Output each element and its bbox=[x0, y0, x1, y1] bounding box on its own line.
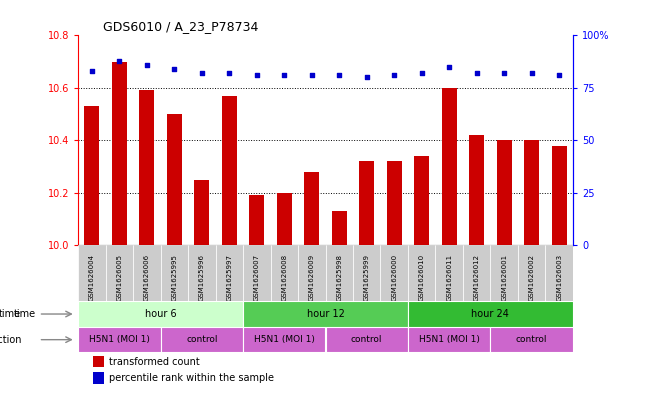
Bar bbox=[490, 327, 573, 353]
Text: percentile rank within the sample: percentile rank within the sample bbox=[109, 373, 274, 383]
Point bbox=[554, 72, 564, 78]
Text: GSM1625999: GSM1625999 bbox=[364, 253, 370, 301]
Text: time: time bbox=[0, 309, 21, 319]
Bar bbox=[387, 161, 402, 245]
Bar bbox=[161, 327, 243, 353]
Bar bbox=[441, 88, 457, 245]
Bar bbox=[408, 245, 436, 301]
Bar bbox=[490, 245, 518, 301]
Bar bbox=[194, 180, 210, 245]
Text: GDS6010 / A_23_P78734: GDS6010 / A_23_P78734 bbox=[103, 20, 258, 33]
Text: GSM1625996: GSM1625996 bbox=[199, 253, 205, 301]
Text: GSM1626006: GSM1626006 bbox=[144, 253, 150, 301]
Text: hour 24: hour 24 bbox=[471, 309, 509, 319]
Bar bbox=[161, 245, 188, 301]
Text: hour 12: hour 12 bbox=[307, 309, 344, 319]
Bar bbox=[78, 327, 161, 353]
Bar bbox=[469, 135, 484, 245]
Point bbox=[142, 62, 152, 68]
Bar bbox=[243, 327, 326, 353]
Bar bbox=[551, 145, 566, 245]
Point bbox=[87, 68, 97, 74]
Text: GSM1626010: GSM1626010 bbox=[419, 253, 424, 301]
Text: GSM1626003: GSM1626003 bbox=[556, 253, 562, 301]
Bar bbox=[353, 245, 380, 301]
Bar bbox=[243, 245, 271, 301]
Bar bbox=[112, 62, 127, 245]
Text: GSM1626002: GSM1626002 bbox=[529, 253, 534, 301]
Point bbox=[361, 74, 372, 81]
Text: GSM1626011: GSM1626011 bbox=[446, 253, 452, 301]
Text: control: control bbox=[351, 335, 383, 344]
Text: control: control bbox=[516, 335, 547, 344]
Bar bbox=[546, 245, 573, 301]
Text: GSM1626012: GSM1626012 bbox=[474, 253, 480, 301]
Bar bbox=[93, 372, 104, 384]
Bar bbox=[408, 327, 490, 353]
Bar bbox=[463, 245, 490, 301]
Bar bbox=[215, 245, 243, 301]
Point bbox=[279, 72, 290, 78]
Bar bbox=[188, 245, 215, 301]
Bar bbox=[222, 96, 237, 245]
Bar bbox=[249, 195, 264, 245]
Text: GSM1626000: GSM1626000 bbox=[391, 253, 397, 301]
Bar bbox=[139, 90, 154, 245]
Point bbox=[389, 72, 400, 78]
Bar bbox=[414, 156, 429, 245]
Bar bbox=[105, 245, 133, 301]
Text: time: time bbox=[14, 309, 36, 319]
Text: GSM1626007: GSM1626007 bbox=[254, 253, 260, 301]
Bar bbox=[436, 245, 463, 301]
Bar bbox=[243, 301, 408, 327]
Text: infection: infection bbox=[0, 335, 21, 345]
Bar bbox=[93, 356, 104, 367]
Bar bbox=[78, 301, 243, 327]
Bar bbox=[380, 245, 408, 301]
Text: H5N1 (MOI 1): H5N1 (MOI 1) bbox=[254, 335, 314, 344]
Bar bbox=[84, 106, 100, 245]
Text: control: control bbox=[186, 335, 217, 344]
Point bbox=[334, 72, 344, 78]
Point bbox=[114, 57, 124, 64]
Bar bbox=[326, 245, 353, 301]
Text: GSM1625998: GSM1625998 bbox=[337, 253, 342, 301]
Bar bbox=[167, 114, 182, 245]
Point bbox=[527, 70, 537, 76]
Text: GSM1626005: GSM1626005 bbox=[117, 253, 122, 301]
Bar bbox=[78, 245, 105, 301]
Text: GSM1625995: GSM1625995 bbox=[171, 253, 177, 301]
Point bbox=[499, 70, 509, 76]
Point bbox=[197, 70, 207, 76]
Text: H5N1 (MOI 1): H5N1 (MOI 1) bbox=[419, 335, 480, 344]
Text: GSM1625997: GSM1625997 bbox=[227, 253, 232, 301]
Point bbox=[444, 64, 454, 70]
Text: H5N1 (MOI 1): H5N1 (MOI 1) bbox=[89, 335, 150, 344]
Bar bbox=[133, 245, 161, 301]
Text: GSM1626008: GSM1626008 bbox=[281, 253, 287, 301]
Point bbox=[417, 70, 427, 76]
Point bbox=[251, 72, 262, 78]
Bar bbox=[277, 193, 292, 245]
Text: hour 6: hour 6 bbox=[145, 309, 176, 319]
Bar bbox=[298, 245, 326, 301]
Text: GSM1626004: GSM1626004 bbox=[89, 253, 95, 301]
Point bbox=[471, 70, 482, 76]
Bar bbox=[331, 211, 347, 245]
Point bbox=[224, 70, 234, 76]
Bar bbox=[408, 301, 573, 327]
Bar bbox=[326, 327, 408, 353]
Bar bbox=[271, 245, 298, 301]
Bar bbox=[359, 161, 374, 245]
Text: GSM1626001: GSM1626001 bbox=[501, 253, 507, 301]
Text: transformed count: transformed count bbox=[109, 356, 200, 367]
Point bbox=[307, 72, 317, 78]
Bar bbox=[524, 140, 539, 245]
Bar bbox=[518, 245, 546, 301]
Text: GSM1626009: GSM1626009 bbox=[309, 253, 314, 301]
Bar bbox=[497, 140, 512, 245]
Point bbox=[169, 66, 180, 72]
Bar bbox=[304, 172, 319, 245]
